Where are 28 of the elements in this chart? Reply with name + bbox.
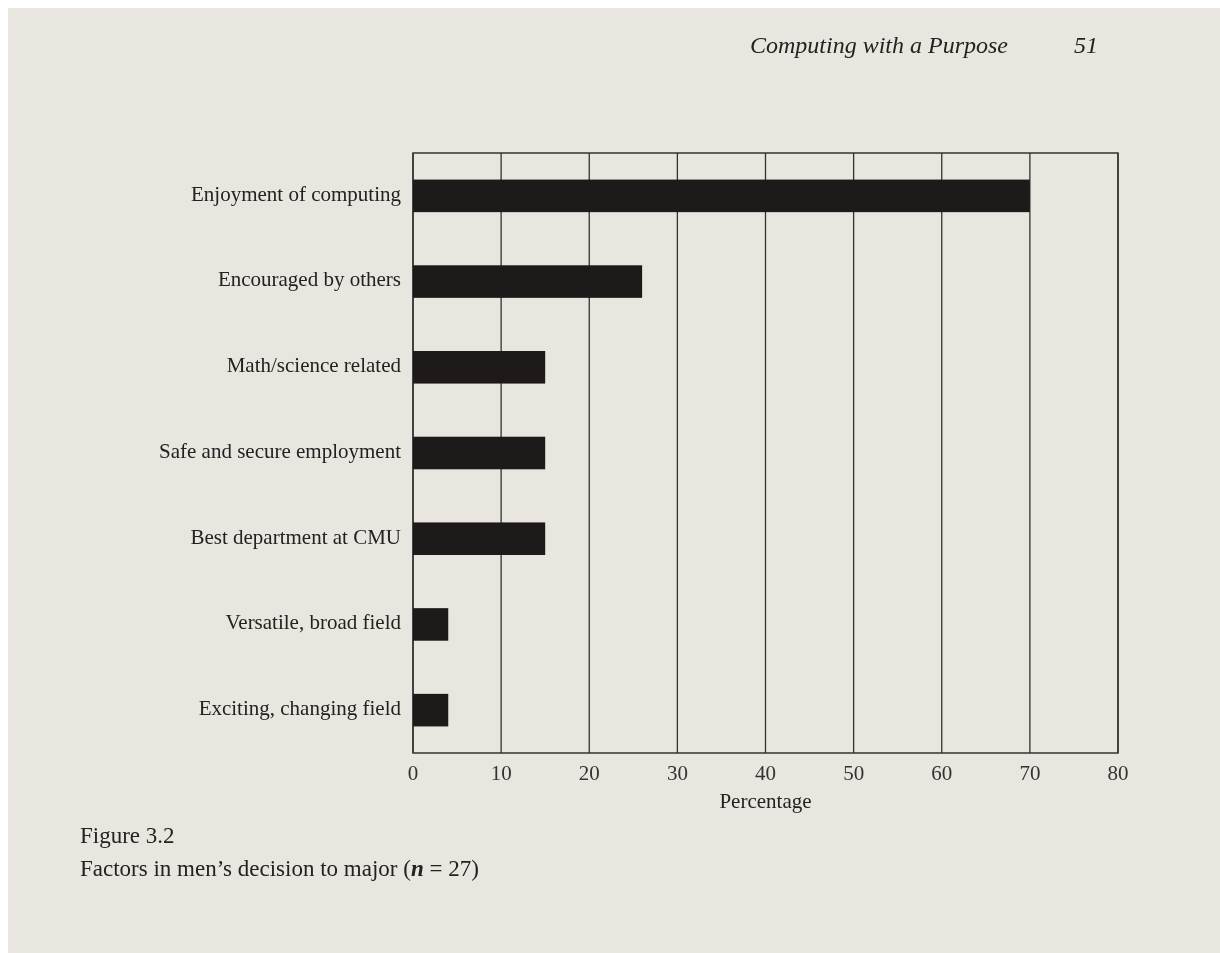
bar	[413, 693, 449, 727]
x-tick-label: 70	[1019, 761, 1041, 785]
bar	[413, 179, 1030, 213]
x-tick-label: 10	[490, 761, 512, 785]
bar	[413, 436, 546, 470]
y-tick-label: Safe and secure employment	[159, 438, 402, 463]
x-tick-label: 40	[755, 761, 776, 785]
y-tick-label: Exciting, changing field	[198, 695, 402, 720]
x-tick-label: 80	[1107, 761, 1129, 785]
y-tick-label: Math/science related	[226, 353, 402, 378]
bar	[413, 522, 546, 555]
text: Computing with a Purpose	[749, 32, 1009, 58]
text: Figure 3.2	[80, 823, 175, 848]
text: 51	[1074, 32, 1098, 58]
y-tick-label: Encouraged by others	[217, 267, 401, 292]
x-tick-label: 30	[666, 761, 688, 785]
x-tick-label: 0	[407, 761, 419, 785]
x-tick-label: 20	[578, 761, 600, 785]
x-tick-label: 50	[843, 761, 865, 785]
text: Factors in men’s decision to major (n = 27)	[80, 856, 479, 881]
x-tick-label: 60	[931, 761, 953, 785]
y-tick-label: Versatile, broad field	[225, 610, 402, 635]
bar	[413, 351, 546, 384]
y-tick-label: Best department at CMU	[190, 524, 401, 549]
bar	[413, 608, 449, 641]
x-axis-title: Percentage	[719, 789, 812, 813]
bar	[413, 265, 643, 298]
y-tick-label: Enjoyment of computing	[191, 181, 402, 206]
